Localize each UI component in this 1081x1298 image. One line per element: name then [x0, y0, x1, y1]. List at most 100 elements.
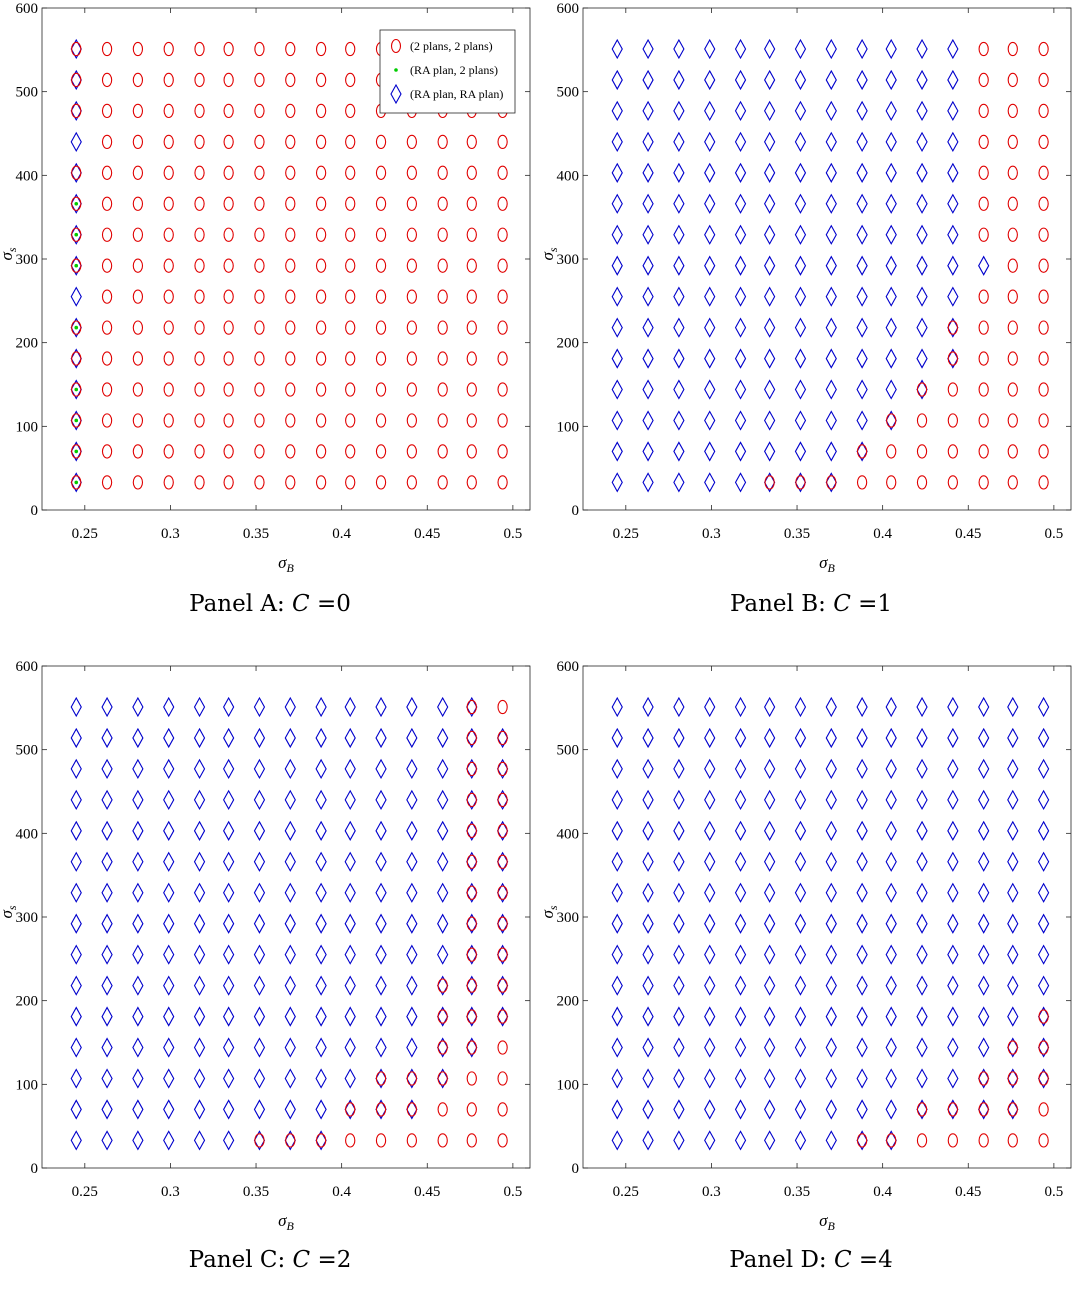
marker-two-plans-two-plans [406, 258, 418, 273]
marker-two-plans-two-plans [466, 699, 477, 715]
y-tick-label: 500 [16, 743, 39, 759]
marker-two-plans-two-plans [497, 351, 508, 366]
marker-ra-plan-ra-plan [825, 100, 837, 122]
marker-ra-plan-ra-plan [856, 820, 868, 841]
marker-ra-plan-ra-plan [764, 38, 776, 60]
marker-two-plans-two-plans [101, 475, 113, 490]
marker-ra-plan-ra-plan [794, 851, 807, 872]
marker-ra-plan-ra-plan [284, 851, 296, 872]
marker-two-plans-two-plans [947, 444, 959, 459]
panel-d: 0.25 0.3 0.35 0.4 0.45 0.5 0 100 200 300 400 500 600… [538, 658, 1081, 1298]
marker-ra-plan-ra-plan [163, 696, 175, 718]
marker-two-plans-two-plans [1007, 1071, 1018, 1086]
marker-ra-plan-ra-plan [193, 913, 206, 934]
marker-two-plans-two-plans [163, 289, 174, 304]
y-tick-label: 200 [557, 994, 580, 1010]
marker-ra-plan-ra-plan [466, 975, 478, 996]
marker-two-plans-two-plans [163, 134, 174, 150]
marker-ra-plan-ra-plan [764, 944, 776, 965]
marker-two-plans-two-plans [406, 1071, 418, 1086]
y-tick-label: 500 [557, 743, 580, 759]
marker-ra-plan-ra-plan [856, 100, 868, 122]
marker-two-plans-two-plans [71, 196, 82, 211]
marker-ra-plan-ra-plan [885, 255, 897, 276]
marker-two-plans-two-plans [978, 165, 989, 180]
marker-ra-plan-ra-plan [70, 131, 82, 152]
marker-ra-plan-ra-plan [163, 1037, 175, 1058]
marker-ra-plan-ra-plan [734, 820, 747, 841]
marker-ra-plan-ra-plan [193, 696, 206, 718]
marker-two-plans-two-plans [132, 444, 144, 459]
marker-ra-plan-ra-plan [101, 1068, 113, 1089]
marker-two-plans-two-plans [223, 134, 234, 150]
marker-ra-plan-ra-plan [856, 1037, 868, 1058]
marker-ra-plan-ra-plan [344, 944, 356, 965]
marker-ra-plan-ra-plan [223, 1099, 235, 1120]
marker-ra-plan-ra-plan [406, 820, 418, 841]
legend-label: (RA plan, 2 plans) [410, 63, 498, 77]
marker-two-plans-two-plans [315, 413, 327, 428]
marker-ra-plan-ra-plan [253, 1068, 266, 1089]
marker-ra-plan-ra-plan [947, 1068, 959, 1089]
marker-ra-plan-two-plans [74, 418, 79, 423]
marker-ra-plan-ra-plan [794, 131, 807, 152]
marker-ra-plan-ra-plan [673, 379, 685, 400]
marker-ra-plan-ra-plan [437, 758, 449, 780]
marker-ra-plan-ra-plan [825, 410, 837, 431]
marker-two-plans-two-plans [978, 444, 989, 459]
marker-two-plans-two-plans [223, 227, 234, 242]
marker-ra-plan-ra-plan [1037, 975, 1050, 996]
marker-ra-plan-ra-plan [825, 913, 837, 934]
marker-two-plans-two-plans [71, 41, 82, 57]
marker-ra-plan-ra-plan [163, 913, 175, 934]
y-tick-label: 300 [557, 252, 580, 268]
marker-ra-plan-ra-plan [947, 975, 959, 996]
marker-ra-plan-ra-plan [947, 1037, 959, 1058]
marker-ra-plan-ra-plan [734, 100, 747, 122]
marker-two-plans-two-plans [916, 1102, 928, 1117]
marker-two-plans-two-plans [223, 351, 234, 366]
marker-two-plans-two-plans [345, 196, 356, 211]
marker-ra-plan-ra-plan [315, 1068, 327, 1089]
marker-two-plans-two-plans [947, 1133, 959, 1148]
marker-ra-plan-ra-plan [764, 789, 776, 810]
marker-two-plans-two-plans [978, 72, 989, 88]
marker-ra-plan-ra-plan [978, 820, 990, 841]
marker-two-plans-two-plans [916, 413, 928, 428]
marker-ra-plan-ra-plan [611, 286, 623, 307]
x-tick-label: 0.35 [784, 1184, 810, 1200]
x-axis-label-sub: B [287, 561, 295, 575]
marker-two-plans-two-plans [497, 196, 508, 211]
marker-ra-plan-ra-plan [611, 696, 623, 718]
marker-two-plans-two-plans [916, 475, 928, 490]
plot-frame [582, 7, 1072, 511]
marker-ra-plan-ra-plan [70, 348, 82, 369]
marker-ra-plan-ra-plan [132, 696, 144, 718]
marker-ra-plan-ra-plan [375, 1099, 387, 1120]
marker-two-plans-two-plans [315, 444, 327, 459]
marker-two-plans-two-plans [406, 475, 418, 490]
marker-two-plans-two-plans [437, 227, 448, 242]
marker-ra-plan-ra-plan [101, 975, 113, 996]
marker-two-plans-two-plans [315, 41, 327, 57]
marker-two-plans-two-plans [1038, 1009, 1049, 1024]
marker-two-plans-two-plans [315, 382, 327, 397]
marker-ra-plan-ra-plan [825, 131, 837, 152]
caption-b: Panel B: C =1 [541, 591, 1081, 617]
marker-ra-plan-ra-plan [375, 789, 387, 810]
marker-ra-plan-ra-plan [375, 1068, 387, 1089]
y-tick-label: 100 [16, 419, 39, 435]
marker-two-plans-two-plans [71, 320, 82, 335]
marker-ra-plan-ra-plan [284, 944, 296, 965]
marker-ra-plan-ra-plan [1007, 975, 1019, 996]
marker-ra-plan-ra-plan [1037, 1037, 1050, 1058]
marker-ra-plan-ra-plan [466, 913, 478, 934]
marker-ra-plan-ra-plan [704, 944, 716, 965]
marker-ra-plan-ra-plan [916, 193, 928, 214]
marker-ra-plan-ra-plan [642, 131, 654, 152]
marker-ra-plan-ra-plan [70, 975, 82, 996]
marker-ra-plan-ra-plan [223, 851, 235, 872]
marker-ra-plan-ra-plan [611, 472, 623, 493]
marker-two-plans-two-plans [254, 1133, 265, 1148]
caption-variable: C [292, 591, 310, 617]
